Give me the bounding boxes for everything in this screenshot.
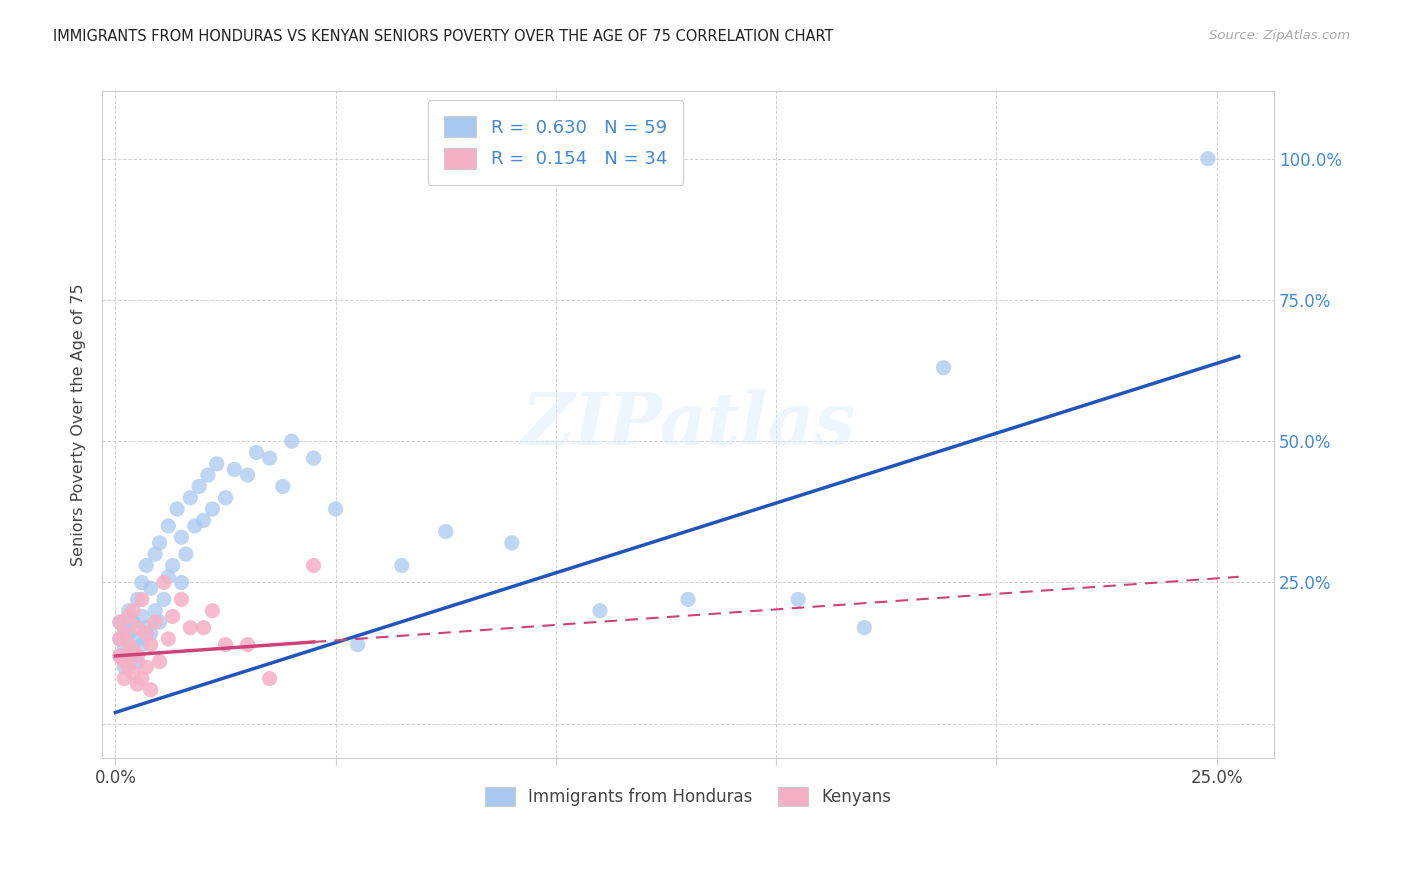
Point <box>245 445 267 459</box>
Point <box>112 638 135 652</box>
Point <box>346 638 368 652</box>
Point <box>157 570 180 584</box>
Point <box>932 360 955 375</box>
Point <box>135 660 157 674</box>
Point <box>131 609 153 624</box>
Point <box>201 604 224 618</box>
Point <box>108 615 131 629</box>
Point <box>174 547 197 561</box>
Point <box>205 457 228 471</box>
Point <box>224 462 246 476</box>
Point <box>117 604 139 618</box>
Legend: Immigrants from Honduras, Kenyans: Immigrants from Honduras, Kenyans <box>478 780 898 813</box>
Point <box>153 592 176 607</box>
Point <box>153 575 176 590</box>
Point <box>117 626 139 640</box>
Point <box>117 609 139 624</box>
Point <box>162 558 184 573</box>
Point <box>131 638 153 652</box>
Point <box>131 575 153 590</box>
Point <box>112 660 135 674</box>
Point <box>139 581 162 595</box>
Text: IMMIGRANTS FROM HONDURAS VS KENYAN SENIORS POVERTY OVER THE AGE OF 75 CORRELATIO: IMMIGRANTS FROM HONDURAS VS KENYAN SENIO… <box>53 29 834 44</box>
Point <box>170 530 193 544</box>
Point <box>501 536 523 550</box>
Point <box>127 632 149 646</box>
Y-axis label: Seniors Poverty Over the Age of 75: Seniors Poverty Over the Age of 75 <box>72 283 86 566</box>
Point <box>135 621 157 635</box>
Point <box>302 451 325 466</box>
Point <box>108 648 131 663</box>
Point <box>127 621 149 635</box>
Point <box>157 632 180 646</box>
Point <box>143 615 166 629</box>
Point <box>139 638 162 652</box>
Point <box>236 638 259 652</box>
Point <box>853 621 876 635</box>
Point <box>1197 152 1219 166</box>
Point <box>170 592 193 607</box>
Point <box>166 502 188 516</box>
Point <box>214 638 236 652</box>
Point <box>127 655 149 669</box>
Point <box>259 451 281 466</box>
Point <box>135 626 157 640</box>
Point <box>143 547 166 561</box>
Point <box>302 558 325 573</box>
Point <box>122 615 145 629</box>
Text: Source: ZipAtlas.com: Source: ZipAtlas.com <box>1209 29 1350 42</box>
Point <box>179 621 201 635</box>
Point <box>112 621 135 635</box>
Point <box>162 609 184 624</box>
Point <box>259 672 281 686</box>
Point <box>112 626 135 640</box>
Point <box>179 491 201 505</box>
Point <box>280 434 302 449</box>
Point <box>325 502 347 516</box>
Point <box>135 558 157 573</box>
Point <box>127 648 149 663</box>
Point <box>391 558 413 573</box>
Point <box>170 575 193 590</box>
Point <box>122 665 145 680</box>
Point <box>108 615 131 629</box>
Point <box>271 479 294 493</box>
Point <box>117 660 139 674</box>
Text: ZIPatlas: ZIPatlas <box>522 389 855 459</box>
Point <box>112 655 135 669</box>
Point <box>122 643 145 657</box>
Point <box>122 648 145 663</box>
Point <box>139 626 162 640</box>
Point <box>197 468 219 483</box>
Point <box>108 632 131 646</box>
Point <box>131 592 153 607</box>
Point <box>112 672 135 686</box>
Point <box>589 604 612 618</box>
Point <box>122 604 145 618</box>
Point <box>676 592 699 607</box>
Point <box>148 655 170 669</box>
Point <box>183 519 205 533</box>
Point <box>117 638 139 652</box>
Point <box>143 604 166 618</box>
Point <box>127 677 149 691</box>
Point <box>117 643 139 657</box>
Point <box>188 479 211 493</box>
Point <box>787 592 810 607</box>
Point <box>127 592 149 607</box>
Point <box>236 468 259 483</box>
Point <box>108 648 131 663</box>
Point <box>108 632 131 646</box>
Point <box>201 502 224 516</box>
Point <box>131 672 153 686</box>
Point <box>157 519 180 533</box>
Point <box>148 536 170 550</box>
Point <box>139 682 162 697</box>
Point <box>214 491 236 505</box>
Point <box>434 524 457 539</box>
Point <box>148 615 170 629</box>
Point <box>193 513 215 527</box>
Point <box>193 621 215 635</box>
